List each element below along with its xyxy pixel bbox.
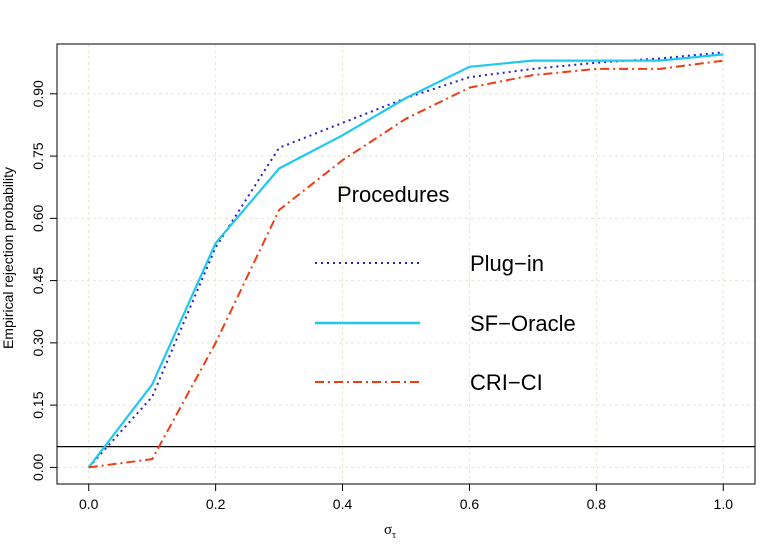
x-tick-label: 0.4 [333,496,353,512]
series-layer [87,51,724,469]
y-tick-label: 0.30 [30,329,46,356]
x-axis-label-symbol: σ [384,522,392,538]
x-axis-label: στ [384,522,396,541]
x-tick-label: 0.6 [460,496,480,512]
x-tick-label: 0.2 [206,496,226,512]
x-axis: 0.0 0.2 0.4 0.6 0.8 1.0 [79,483,734,512]
y-tick-label: 0.45 [30,267,46,294]
y-tick-label: 0.00 [30,454,46,481]
series-line-sf-oracle [87,53,724,469]
x-tick-label: 1.0 [714,496,734,512]
x-axis-label-subscript: τ [392,530,396,541]
x-tick-label: 0.8 [587,496,607,512]
x-tick-label: 0.0 [79,496,99,512]
legend: Procedures Plug−in SF−Oracle CRI−CI [315,182,576,395]
legend-label: Plug−in [470,251,544,276]
series-line-cri-ci [88,59,724,469]
legend-label: SF−Oracle [470,311,576,336]
legend-title: Procedures [337,182,450,207]
grid [57,44,755,484]
y-tick-label: 0.60 [30,205,46,232]
legend-label: CRI−CI [470,370,543,395]
y-axis: 0.00 0.15 0.30 0.45 0.60 0.75 0.90 [30,80,58,481]
y-axis-label: Empirical rejection probability [0,167,16,349]
y-tick-label: 0.75 [30,142,46,169]
y-tick-label: 0.15 [30,391,46,418]
y-tick-label: 0.90 [30,80,46,107]
